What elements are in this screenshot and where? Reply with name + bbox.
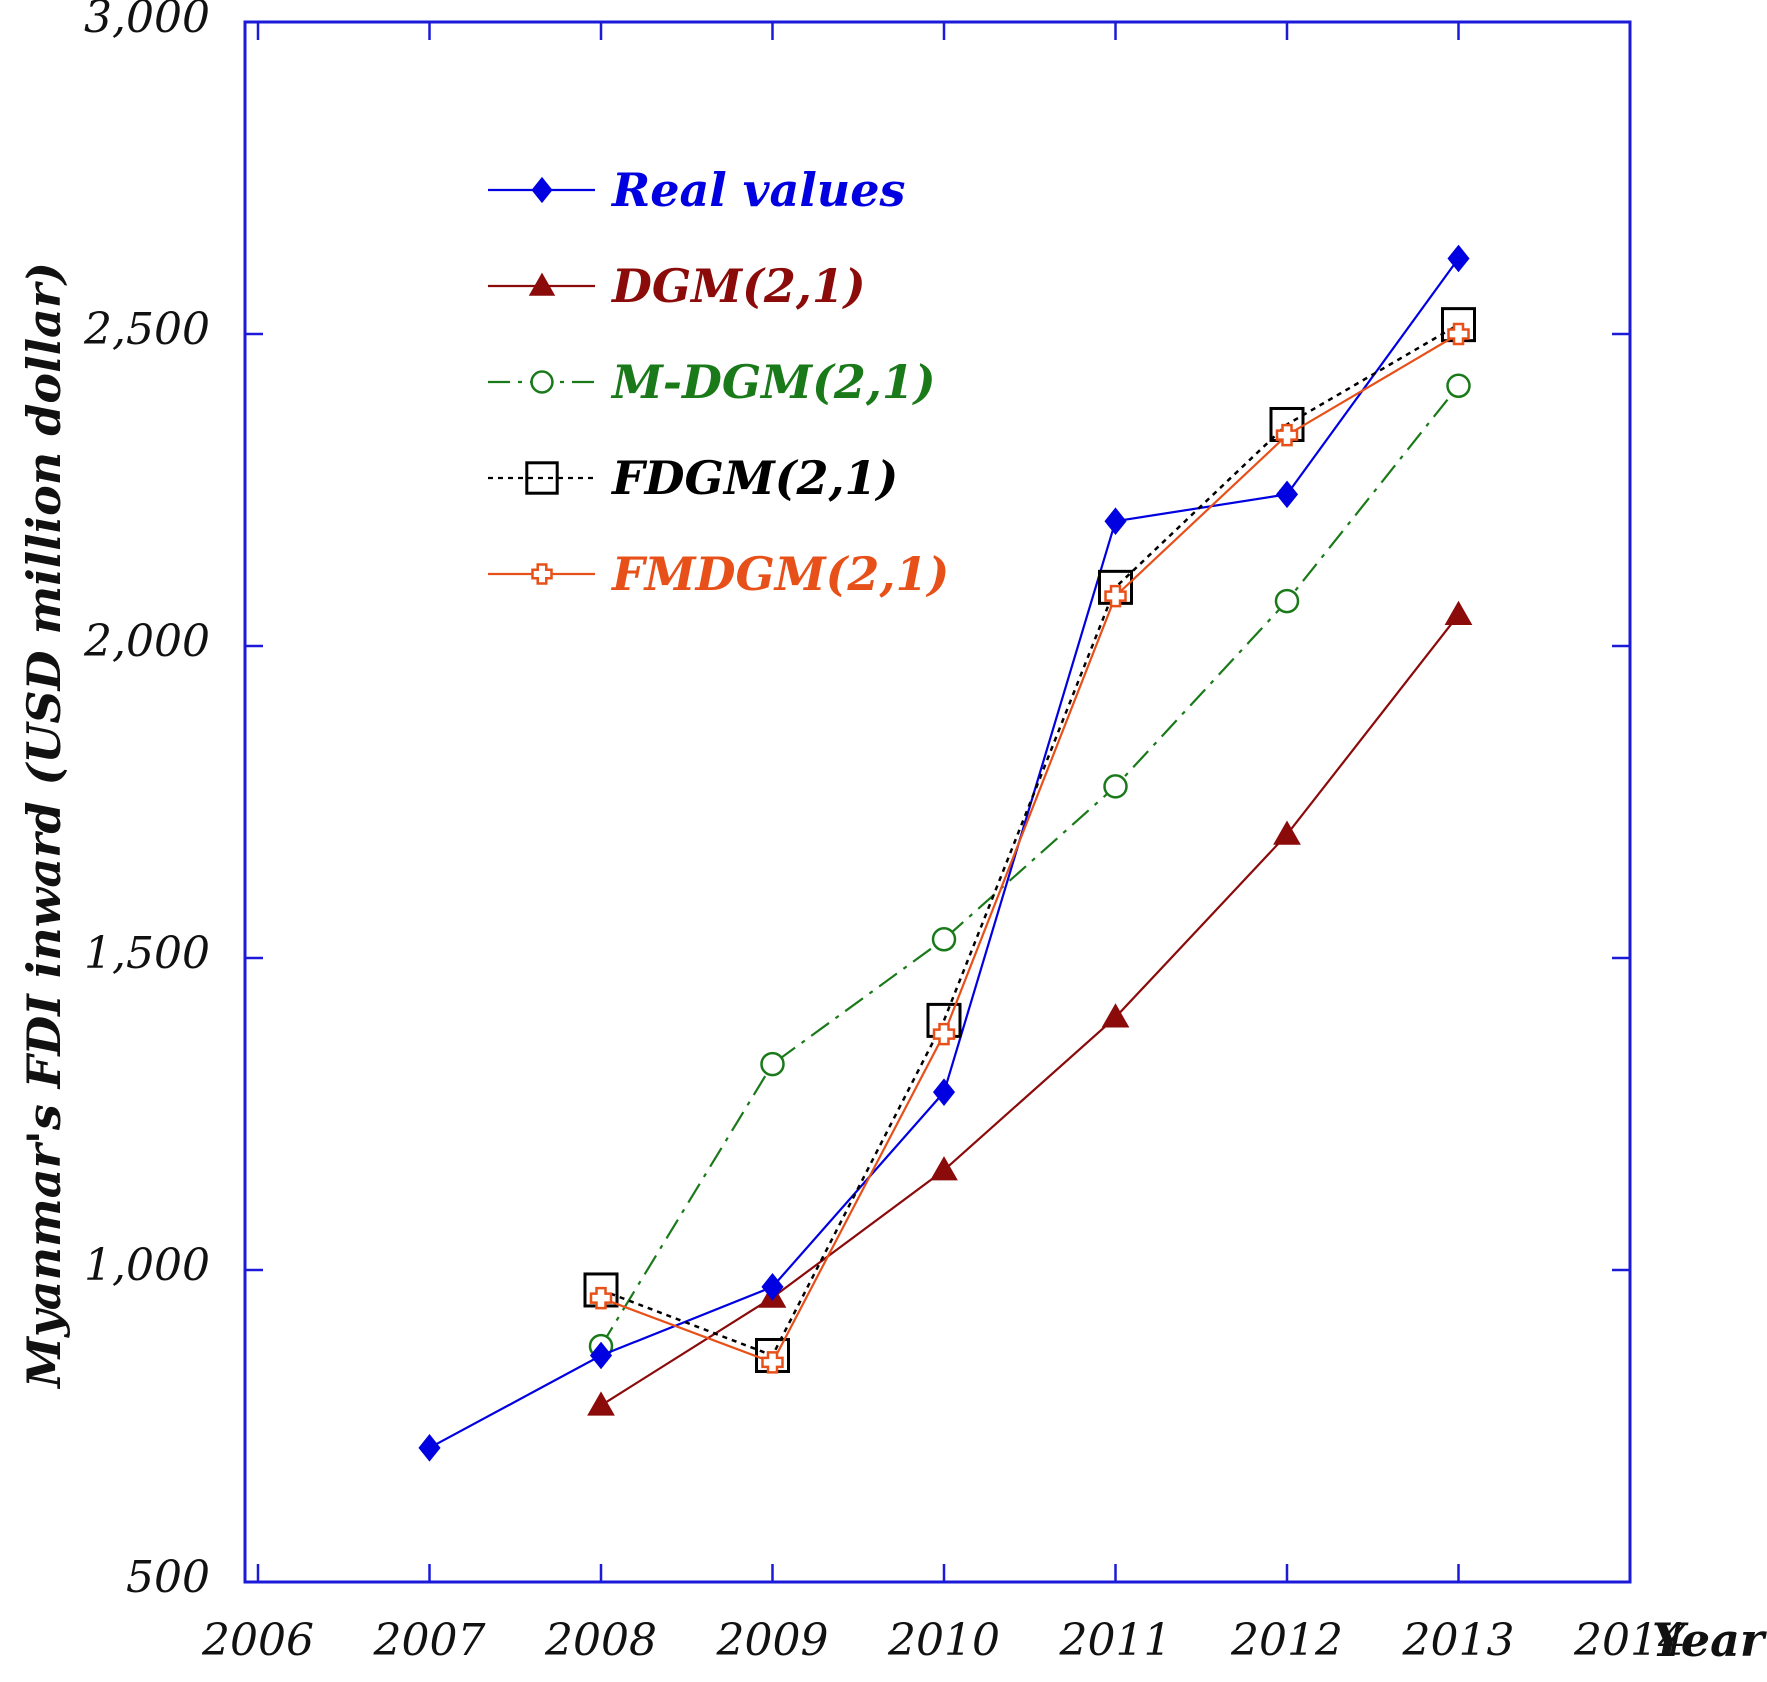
data-point <box>1444 600 1473 626</box>
data-point <box>1104 507 1127 536</box>
series-dgm-2-1- <box>587 600 1473 1416</box>
legend-item: DGM(2,1) <box>488 259 866 313</box>
data-point <box>1104 584 1127 608</box>
x-tick-label: 2010 <box>887 1615 1000 1666</box>
y-tick-label: 1,500 <box>84 928 210 979</box>
legend-label: FMDGM(2,1) <box>610 547 949 601</box>
data-point <box>932 1078 956 1106</box>
legend: Real values DGM(2,1) M-DGM(2,1) FDGM(2,1) FM… <box>488 163 949 601</box>
legend-label: M-DGM(2,1) <box>610 355 936 409</box>
data-point <box>589 1286 613 1310</box>
legend-item: FDGM(2,1) <box>488 451 898 505</box>
data-point <box>1275 423 1299 447</box>
data-point <box>530 370 554 394</box>
legend-label: Real values <box>610 163 905 217</box>
data-point <box>1446 373 1471 399</box>
data-point <box>931 927 957 952</box>
data-point <box>531 176 553 204</box>
series-line <box>600 323 1460 1358</box>
y-tick-label: 3,000 <box>84 0 210 43</box>
data-point <box>761 1273 784 1301</box>
series-line <box>600 333 1460 1364</box>
data-point <box>1447 244 1470 273</box>
x-tick-label: 2014 <box>1573 1615 1686 1666</box>
x-axis-ticks: 2006 2007 2008 2009 2010 2011 2012 2013 2014 <box>201 22 1686 1666</box>
data-point <box>1273 820 1301 845</box>
series-line <box>600 385 1460 1347</box>
y-axis-ticks: 500 1,000 1,500 2,000 2,500 3,000 <box>83 0 1630 1603</box>
x-tick-label: 2007 <box>373 1615 486 1666</box>
plot-frame <box>243 20 1632 1584</box>
data-point <box>589 1341 613 1370</box>
y-tick-label: 2,500 <box>83 304 210 355</box>
x-tick-label: 2006 <box>201 1615 314 1666</box>
x-tick-label: 2012 <box>1230 1615 1343 1666</box>
data-point <box>760 1051 785 1077</box>
series-m-dgm-2-1- <box>588 373 1471 1359</box>
data-point <box>1275 480 1299 509</box>
data-point <box>930 1156 958 1181</box>
series-fmdgm-2-1- <box>589 322 1470 1374</box>
legend-label: FDGM(2,1) <box>610 451 898 505</box>
series-layer <box>418 244 1476 1462</box>
data-point <box>932 1022 956 1046</box>
data-point <box>761 1351 784 1374</box>
series-real-values <box>418 244 1470 1462</box>
data-point <box>528 272 556 296</box>
x-tick-label: 2013 <box>1402 1615 1515 1666</box>
legend-item: M-DGM(2,1) <box>488 355 936 409</box>
y-tick-label: 1,000 <box>84 1240 210 1291</box>
x-tick-label: 2008 <box>544 1615 657 1666</box>
x-tick-label: 2009 <box>716 1615 829 1666</box>
y-axis-title: Myanmar's FDI inward (USD million dollar… <box>17 262 71 1390</box>
data-point <box>1101 1003 1130 1028</box>
data-point <box>418 1434 441 1462</box>
y-tick-label: 500 <box>126 1552 210 1603</box>
legend-item: FMDGM(2,1) <box>488 547 949 601</box>
data-point <box>525 461 559 495</box>
data-point <box>531 563 553 585</box>
legend-label: DGM(2,1) <box>610 259 866 313</box>
data-point <box>1274 588 1300 614</box>
legend-item: Real values <box>488 163 905 217</box>
series-line <box>600 614 1460 1407</box>
y-tick-label: 2,000 <box>83 616 210 667</box>
x-axis-title: Year <box>1652 1613 1767 1667</box>
x-tick-label: 2011 <box>1059 1615 1172 1666</box>
data-point <box>1447 322 1470 346</box>
data-point <box>587 1391 615 1416</box>
data-point <box>1103 774 1128 799</box>
